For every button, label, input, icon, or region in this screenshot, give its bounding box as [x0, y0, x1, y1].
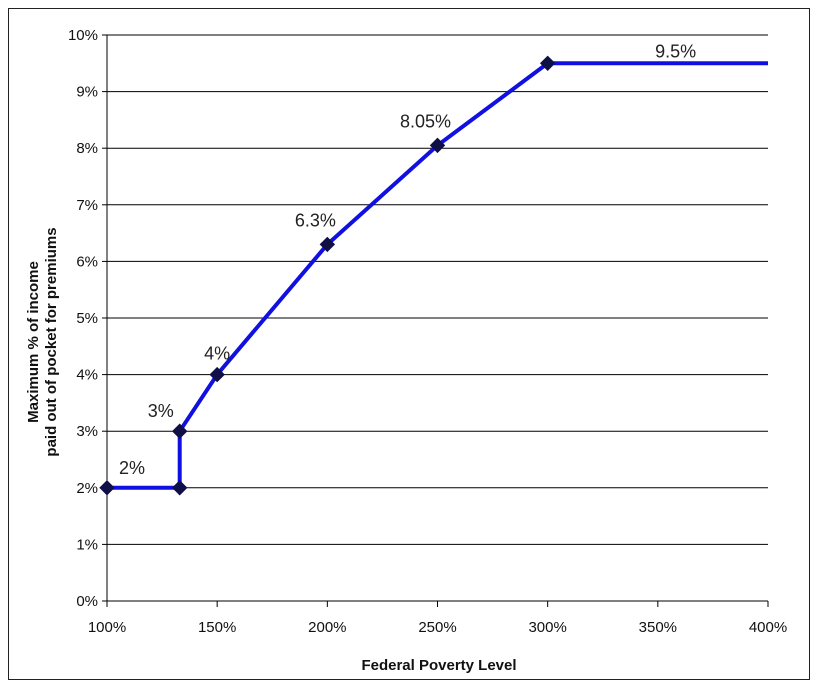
series — [107, 61, 768, 490]
x-tick-label: 150% — [198, 619, 236, 636]
x-tick-label: 250% — [418, 619, 456, 636]
data-label: 9.5% — [655, 41, 696, 61]
y-tick-label: 1% — [76, 536, 98, 553]
data-point-marker — [539, 55, 556, 72]
y-tick-label: 2% — [76, 480, 98, 497]
data-point-marker — [172, 423, 188, 439]
y-tick-label: 3% — [76, 423, 98, 440]
x-axis-title: Federal Poverty Level — [361, 657, 516, 674]
data-label: 3% — [148, 401, 174, 421]
y-tick-label: 8% — [76, 140, 98, 157]
y-tick-label: 5% — [76, 310, 98, 327]
y-tick-label: 7% — [76, 197, 98, 214]
y-tick-label: 9% — [76, 84, 98, 101]
x-tick-label: 200% — [308, 619, 346, 636]
data-label: 4% — [204, 344, 230, 364]
data-label: 8.05% — [400, 111, 451, 131]
y-tick-label: 0% — [76, 593, 98, 610]
x-tick-label: 400% — [749, 619, 787, 636]
data-labels: 2% 3% 4% 6.3% 8.05% 9.5% — [119, 41, 696, 478]
line-chart: 0% 1% 2% 3% 4% 5% 6% 7% 8% 9% 10% 100% 150% 200% 250%… — [25, 27, 787, 674]
x-tick-label: 350% — [639, 619, 677, 636]
y-tick-labels: 0% 1% 2% 3% 4% 5% 6% 7% 8% 9% 10% — [68, 27, 98, 610]
data-point-marker — [172, 480, 188, 496]
data-point-marker — [429, 137, 446, 154]
x-tick-labels: 100% 150% 200% 250% 300% 350% 400% — [88, 619, 787, 636]
y-axis-title-line-2: paid out of pocket for premiums — [43, 227, 60, 456]
y-axis-title-line-1: Maximum % of income — [25, 261, 42, 423]
y-tick-label: 6% — [76, 253, 98, 270]
y-tick-label: 4% — [76, 367, 98, 384]
data-point-marker — [209, 366, 225, 383]
chart-frame: 0% 1% 2% 3% 4% 5% 6% 7% 8% 9% 10% 100% 150% 200% 250%… — [8, 8, 810, 680]
series-line — [107, 61, 768, 490]
y-axis-title: Maximum % of income paid out of pocket f… — [25, 227, 60, 456]
y-tick-label: 10% — [68, 27, 98, 44]
data-point-marker — [319, 236, 336, 253]
x-tick-label: 300% — [528, 619, 566, 636]
data-point-marker — [99, 480, 115, 496]
markers — [99, 55, 556, 496]
data-label: 2% — [119, 458, 145, 478]
data-label: 6.3% — [295, 210, 336, 230]
x-tick-label: 100% — [88, 619, 126, 636]
